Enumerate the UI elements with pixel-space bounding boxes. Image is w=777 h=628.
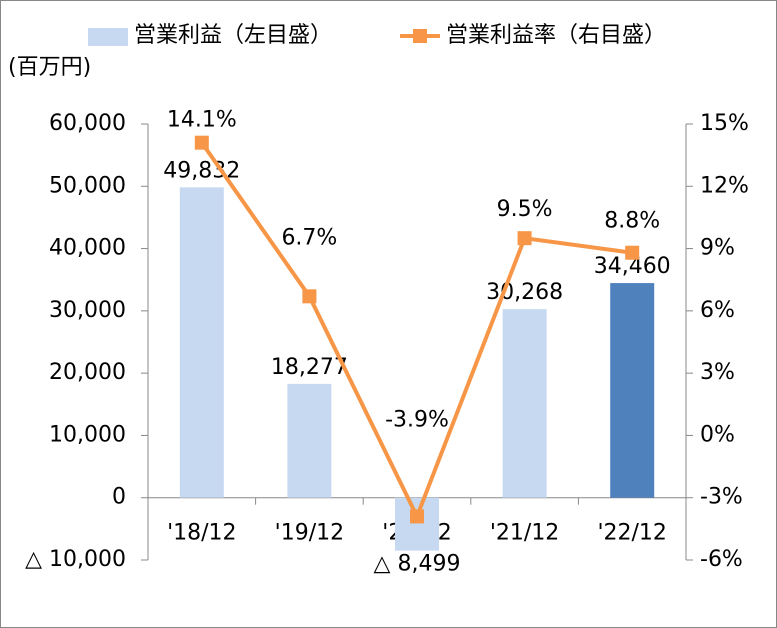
y-tick-label: 10,000	[49, 422, 126, 447]
line-marker	[410, 509, 424, 524]
y2-tick-label: -6%	[700, 547, 743, 572]
bar	[610, 283, 655, 498]
legend-label: 営業利益（左目盛）	[134, 23, 332, 48]
line-value-label: 9.5%	[497, 197, 553, 222]
bar	[395, 497, 439, 551]
bar	[179, 187, 224, 498]
line-value-label: 14.1%	[167, 108, 237, 133]
line-value-label: 8.8%	[604, 209, 660, 234]
line-marker	[625, 245, 640, 260]
x-tick-label: '21/12	[490, 521, 559, 546]
y-tick-label: 30,000	[49, 298, 126, 323]
line-marker	[194, 135, 209, 150]
line-value-label: 6.7%	[281, 225, 337, 250]
bar	[502, 309, 547, 498]
y2-tick-label: 9%	[700, 236, 735, 261]
y2-tick-label: 3%	[700, 360, 735, 385]
bar-value-label: △ 8,499	[374, 552, 461, 577]
y2-tick-label: 6%	[700, 298, 735, 323]
legend-label: 営業利益率（右目盛）	[446, 23, 666, 48]
y-axis-label: (百万円)	[8, 55, 91, 80]
legend-swatch	[413, 29, 427, 43]
x-tick-label: '19/12	[275, 521, 344, 546]
line-value-label: -3.9%	[385, 407, 449, 432]
y-tick-label: △ 10,000	[25, 547, 126, 572]
y-tick-label: 60,000	[49, 111, 126, 136]
bar-value-label: 18,277	[271, 355, 348, 380]
line-marker	[302, 289, 317, 304]
bar	[287, 383, 332, 498]
y2-tick-label: 0%	[700, 422, 735, 447]
x-tick-label: '18/12	[167, 521, 236, 546]
y2-tick-label: -3%	[700, 485, 743, 510]
line-marker	[517, 231, 532, 246]
y-tick-label: 50,000	[49, 173, 126, 198]
legend-swatch	[88, 28, 128, 46]
x-tick-label: '22/12	[597, 521, 666, 546]
y-tick-label: 20,000	[49, 360, 126, 385]
y-tick-label: 0	[112, 485, 126, 510]
y-tick-label: 40,000	[49, 236, 126, 261]
bar-value-label: 30,268	[486, 280, 563, 305]
y2-tick-label: 15%	[700, 111, 749, 136]
y2-tick-label: 12%	[700, 173, 749, 198]
